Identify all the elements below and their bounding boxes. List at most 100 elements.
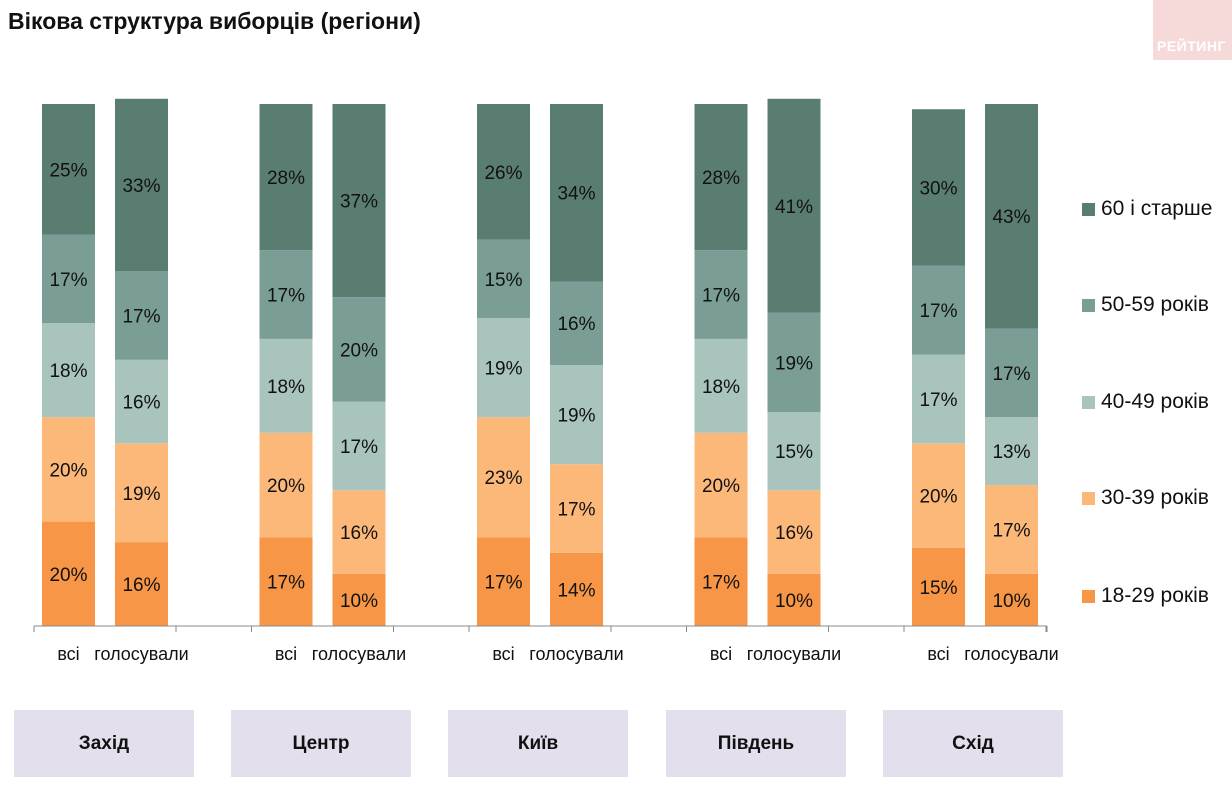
region-label: Центр bbox=[292, 732, 350, 754]
data-label: 19% bbox=[484, 359, 522, 380]
bar-segment bbox=[694, 250, 748, 339]
data-label: 18% bbox=[267, 377, 305, 398]
x-tick-label: голосували bbox=[312, 644, 406, 664]
data-label: 23% bbox=[484, 468, 522, 489]
bar-segment bbox=[550, 104, 603, 282]
data-label: 17% bbox=[992, 364, 1030, 385]
data-label: 17% bbox=[267, 573, 305, 594]
data-label: 15% bbox=[919, 578, 957, 599]
data-label: 16% bbox=[122, 393, 160, 414]
bar-segment bbox=[477, 239, 530, 319]
bar-segment bbox=[42, 323, 95, 418]
region-box: Схід bbox=[883, 710, 1063, 777]
bar-segment bbox=[912, 109, 965, 266]
data-label: 20% bbox=[267, 476, 305, 497]
data-label: 17% bbox=[557, 500, 595, 521]
bar-segment bbox=[115, 271, 168, 360]
region-box: Київ bbox=[448, 710, 628, 777]
bar-segment bbox=[767, 98, 821, 313]
data-label: 16% bbox=[775, 523, 813, 544]
legend-label: 18-29 років bbox=[1101, 584, 1209, 607]
data-label: 28% bbox=[702, 168, 740, 189]
legend-swatch bbox=[1082, 395, 1095, 409]
region-label: Захід bbox=[78, 732, 130, 754]
bar-segment bbox=[477, 318, 530, 418]
bar-segment bbox=[115, 443, 168, 543]
legend-label: 30-39 років bbox=[1101, 486, 1209, 509]
legend-item: 18-29 років bbox=[1082, 584, 1209, 608]
data-label: 20% bbox=[49, 460, 87, 481]
bar-segment bbox=[550, 464, 603, 553]
bar-segment bbox=[912, 547, 965, 626]
data-label: 17% bbox=[702, 286, 740, 307]
data-label: 18% bbox=[702, 377, 740, 398]
region-box: Захід bbox=[14, 710, 194, 777]
x-tick-label: всі bbox=[710, 644, 732, 664]
bar-segment bbox=[767, 573, 821, 626]
data-label: 28% bbox=[267, 168, 305, 189]
data-label: 33% bbox=[122, 176, 160, 197]
bar-segment bbox=[332, 401, 386, 491]
data-label: 18% bbox=[49, 361, 87, 382]
data-label: 13% bbox=[992, 442, 1030, 463]
data-label: 17% bbox=[992, 520, 1030, 541]
logo-text: РЕЙТИНГ bbox=[1157, 38, 1226, 54]
data-label: 26% bbox=[484, 163, 522, 184]
chart-title: Вікова структура виборців (регіони) bbox=[8, 8, 421, 34]
data-label: 41% bbox=[775, 197, 813, 218]
bar-segment bbox=[259, 537, 313, 626]
x-tick-label: всі bbox=[275, 644, 297, 664]
legend-label: 60 і старше bbox=[1101, 197, 1213, 220]
bar-segment bbox=[550, 281, 603, 365]
logo: РЕЙТИНГ bbox=[1153, 0, 1232, 60]
bar-segment bbox=[115, 542, 168, 626]
bar-segment bbox=[694, 104, 748, 251]
bar-segment bbox=[912, 265, 965, 355]
data-label: 25% bbox=[49, 160, 87, 181]
bar-segment bbox=[115, 98, 168, 272]
bar-segment bbox=[550, 365, 603, 465]
bar-segment bbox=[985, 104, 1038, 329]
legend-swatch bbox=[1082, 589, 1095, 603]
bar-segment bbox=[985, 573, 1038, 626]
x-tick-label: голосували bbox=[964, 644, 1058, 664]
data-label: 17% bbox=[919, 301, 957, 322]
data-label: 16% bbox=[340, 523, 378, 544]
bar-segment bbox=[115, 359, 168, 444]
data-label: 34% bbox=[557, 184, 595, 205]
legend-item: 40-49 років bbox=[1082, 390, 1209, 414]
legend-item: 50-59 років bbox=[1082, 293, 1209, 317]
data-label: 17% bbox=[122, 306, 160, 327]
bar-segment bbox=[42, 234, 95, 324]
data-label: 16% bbox=[122, 575, 160, 596]
legend-label: 50-59 років bbox=[1101, 293, 1209, 316]
bar-segment bbox=[42, 521, 95, 626]
x-tick-label: голосували bbox=[94, 644, 188, 664]
bar-segment bbox=[42, 417, 95, 522]
bar-segment bbox=[332, 490, 386, 574]
bar-segment bbox=[259, 432, 313, 538]
data-label: 20% bbox=[919, 487, 957, 508]
data-label: 19% bbox=[557, 406, 595, 427]
data-label: 16% bbox=[557, 314, 595, 335]
data-label: 17% bbox=[267, 286, 305, 307]
data-label: 15% bbox=[775, 442, 813, 463]
region-box: Південь bbox=[666, 710, 846, 777]
bar-segment bbox=[694, 432, 748, 538]
bar-segment bbox=[259, 250, 313, 339]
region-label: Київ bbox=[517, 732, 559, 754]
legend-swatch bbox=[1082, 298, 1095, 312]
bar-segment bbox=[477, 104, 530, 240]
data-label: 19% bbox=[775, 353, 813, 374]
data-label: 20% bbox=[702, 476, 740, 497]
bar-segment bbox=[767, 411, 821, 491]
bar-segment bbox=[985, 485, 1038, 574]
legend-swatch bbox=[1082, 491, 1095, 505]
data-label: 17% bbox=[919, 390, 957, 411]
data-label: 10% bbox=[992, 591, 1030, 612]
bar-segment bbox=[550, 552, 603, 626]
x-tick-label: голосували bbox=[747, 644, 841, 664]
bar-segment bbox=[332, 104, 386, 298]
data-label: 17% bbox=[49, 270, 87, 291]
